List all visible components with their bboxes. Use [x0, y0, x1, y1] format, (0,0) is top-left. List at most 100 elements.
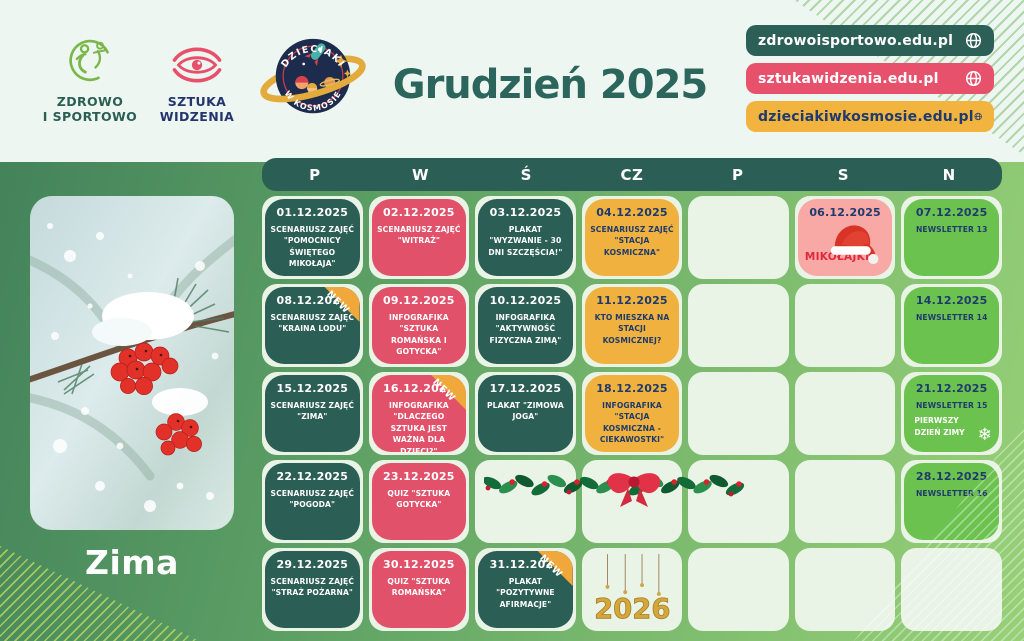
cell-text: SCENARIUSZ ZAJĘĆ "WITRAŻ" — [377, 225, 461, 246]
cell-text: NEWSLETTER 14 — [915, 313, 988, 322]
globe-icon — [965, 32, 982, 49]
calendar: P W Ś CZ P S N 01.12.2025 SCENARIUSZ ZAJĘĆ "POM… — [262, 158, 1002, 631]
calendar-cell[interactable]: 16.12.2025 INFOGRAFIKA "DLACZEGO SZTUKA J… — [368, 372, 470, 455]
cell-date: 10.12.2025 — [489, 294, 562, 307]
cell-date: 03.12.2025 — [489, 206, 562, 219]
cell-text: NEWSLETTER 16 — [915, 489, 988, 498]
cell-text: PLAKAT "POZYTYWNE AFIRMACJE" — [496, 577, 555, 609]
cell-text: KTO MIESZKA NA STACJI KOSMICZNEJ? — [594, 313, 670, 345]
calendar-cell-empty: 2026 — [581, 548, 683, 631]
calendar-cell-empty — [794, 460, 896, 543]
cell-text: SCENARIUSZ ZAJĘĆ "ZIMA" — [270, 401, 355, 422]
cell-text: INFOGRAFIKA "STACJA KOSMICZNA - CIEKAWOS… — [599, 401, 665, 445]
calendar-cell[interactable]: 02.12.2025 SCENARIUSZ ZAJĘĆ "WITRAŻ" — [368, 196, 470, 279]
calendar-cell[interactable]: 07.12.2025 NEWSLETTER 13 — [901, 196, 1002, 279]
cell-text: NEWSLETTER 13 — [915, 225, 988, 234]
calendar-cell[interactable]: 30.12.2025 QUIZ "SZTUKA ROMAŃSKA" — [368, 548, 470, 631]
cell-date: 18.12.2025 — [596, 382, 668, 395]
calendar-cell[interactable]: 17.12.2025 PLAKAT "ZIMOWA JOGA" — [475, 372, 576, 455]
cell-text: SCENARIUSZ ZAJĘĆ "KRAINA LODU" — [270, 313, 355, 334]
calendar-cell[interactable]: 28.12.2025 NEWSLETTER 16 — [901, 460, 1002, 543]
link-label: zdrowoisportowo.edu.pl — [758, 32, 954, 49]
cell-text: QUIZ "SZTUKA ROMAŃSKA" — [387, 577, 451, 598]
new-badge: NEW — [420, 375, 466, 421]
cell-date: 06.12.2025 — [809, 206, 881, 219]
snowflake-icon: ❄ — [977, 425, 992, 445]
cell-date: 29.12.2025 — [276, 558, 349, 571]
calendar-cell[interactable]: 08.12.2025 SCENARIUSZ ZAJĘĆ "KRAINA LODU"… — [262, 284, 363, 367]
zdrowoisportowo-link[interactable]: zdrowoisportowo.edu.pl — [746, 25, 994, 56]
calendar-cell[interactable]: 11.12.2025 KTO MIESZKA NA STACJI KOSMICZN… — [581, 284, 683, 367]
weekday-label: P — [731, 165, 744, 184]
dzieciakiwkosmosie-link[interactable]: dzieciakiwkosmosie.edu.pl — [746, 101, 994, 132]
calendar-cell[interactable]: 18.12.2025 INFOGRAFIKA "STACJA KOSMICZNA … — [581, 372, 683, 455]
logo-sztuka-caption: SZTUKA WIDZENIA — [159, 94, 235, 124]
weekday-label: N — [942, 165, 956, 184]
calendar-cell[interactable]: 15.12.2025 SCENARIUSZ ZAJĘĆ "ZIMA" — [262, 372, 363, 455]
new-badge: NEW — [527, 551, 573, 597]
sztuka-widzenia-eye-icon — [172, 47, 222, 83]
calendar-cell[interactable]: 23.12.2025 QUIZ "SZTUKA GOTYCKA" — [368, 460, 470, 543]
winter-branch-photo — [30, 196, 234, 530]
weekday-label: Ś — [520, 165, 532, 184]
weekday-label: S — [837, 165, 850, 184]
cell-date: 07.12.2025 — [915, 206, 988, 219]
calendar-cell[interactable]: 14.12.2025 NEWSLETTER 14 — [901, 284, 1002, 367]
season-label: Zima — [85, 543, 179, 582]
globe-icon — [974, 112, 982, 121]
calendar-cell-empty — [581, 460, 683, 543]
cell-date: 09.12.2025 — [383, 294, 455, 307]
calendar-cell[interactable]: 01.12.2025 SCENARIUSZ ZAJĘĆ "POMOCNICY ŚW… — [262, 196, 363, 279]
sztukawidzenia-link[interactable]: sztukawidzenia.edu.pl — [746, 63, 994, 94]
cell-date: 11.12.2025 — [596, 294, 668, 307]
santa-hat-icon — [830, 225, 879, 265]
link-label: sztukawidzenia.edu.pl — [758, 70, 939, 87]
cell-text: SCENARIUSZ ZAJĘĆ "STRAŻ POŻARNA" — [270, 577, 355, 598]
calendar-cell[interactable]: 29.12.2025 SCENARIUSZ ZAJĘĆ "STRAŻ POŻARN… — [262, 548, 363, 631]
cell-date: 01.12.2025 — [276, 206, 349, 219]
calendar-grid: 01.12.2025 SCENARIUSZ ZAJĘĆ "POMOCNICY ŚW… — [262, 196, 1002, 631]
calendar-cell[interactable]: 09.12.2025 INFOGRAFIKA "SZTUKA ROMAŃSKA I… — [368, 284, 470, 367]
cell-text: NEWSLETTER 15 — [915, 401, 988, 410]
weekday-label: W — [412, 165, 430, 184]
new-year-2026-decoration: 2026 — [593, 554, 671, 625]
cell-date: 22.12.2025 — [276, 470, 349, 483]
calendar-cell-empty — [688, 284, 789, 367]
new-badge: NEW — [314, 287, 360, 333]
cell-text: SCENARIUSZ ZAJĘĆ "POMOCNICY ŚWIĘTEGO MIK… — [270, 225, 355, 269]
calendar-cell-empty — [901, 548, 1002, 631]
cell-text: SCENARIUSZ ZAJĘĆ "STACJA KOSMICZNA" — [590, 225, 674, 257]
calendar-cell[interactable]: 06.12.2025 MIKOŁAJKI — [794, 196, 896, 279]
cell-text: INFOGRAFIKA "SZTUKA ROMAŃSKA I GOTYCKA" — [389, 313, 449, 357]
cell-text: INFOGRAFIKA "DLACZEGO SZTUKA JEST WAŻNA … — [389, 401, 449, 452]
calendar-cell[interactable]: 31.12.2025 PLAKAT "POZYTYWNE AFIRMACJE" NE… — [475, 548, 576, 631]
calendar-cell-empty — [688, 548, 789, 631]
weekday-header: P W Ś CZ P S N — [262, 158, 1002, 191]
calendar-cell[interactable]: 04.12.2025 SCENARIUSZ ZAJĘĆ "STACJA KOSMI… — [581, 196, 683, 279]
cell-text: QUIZ "SZTUKA GOTYCKA" — [387, 489, 451, 510]
cell-date: 28.12.2025 — [915, 470, 988, 483]
cell-text: INFOGRAFIKA "AKTYWNOŚĆ FIZYCZNA ZIMĄ" — [489, 313, 562, 345]
cell-date: 15.12.2025 — [276, 382, 349, 395]
cell-text: PLAKAT "WYZWANIE - 30 DNI SZCZĘŚCIA!" — [488, 225, 563, 257]
cell-text: SCENARIUSZ ZAJĘĆ "POGODA" — [270, 489, 355, 510]
logo-dzieciaki-w-kosmosie: DZIECIAKI W KOSMOSIE — [258, 30, 368, 128]
calendar-cell-empty — [688, 460, 789, 543]
svg-text:2026: 2026 — [594, 594, 670, 625]
calendar-cell-empty — [475, 460, 576, 543]
calendar-cell[interactable]: 21.12.2025 NEWSLETTER 15 PIERWSZY DZIEŃ ZI… — [901, 372, 1002, 455]
cell-date: 30.12.2025 — [383, 558, 455, 571]
logo-sztuka-widzenia: SZTUKA WIDZENIA — [148, 42, 246, 124]
cell-date: 23.12.2025 — [383, 470, 455, 483]
calendar-cell-empty — [688, 196, 789, 279]
logo-zdrowo-i-sportowo: ZDROWO I SPORTOWO — [38, 36, 142, 124]
calendar-cell[interactable]: 22.12.2025 SCENARIUSZ ZAJĘĆ "POGODA" — [262, 460, 363, 543]
calendar-cell[interactable]: 03.12.2025 PLAKAT "WYZWANIE - 30 DNI SZCZ… — [475, 196, 576, 279]
calendar-cell[interactable]: 10.12.2025 INFOGRAFIKA "AKTYWNOŚĆ FIZYCZN… — [475, 284, 576, 367]
site-links: zdrowoisportowo.edu.pl sztukawidzenia.edu… — [746, 25, 994, 132]
dzieciaki-w-kosmosie-badge-icon: DZIECIAKI W KOSMOSIE — [260, 38, 366, 114]
cell-date: 14.12.2025 — [915, 294, 988, 307]
weekday-label: P — [309, 165, 321, 184]
zdrowo-i-sportowo-icon — [69, 39, 111, 82]
